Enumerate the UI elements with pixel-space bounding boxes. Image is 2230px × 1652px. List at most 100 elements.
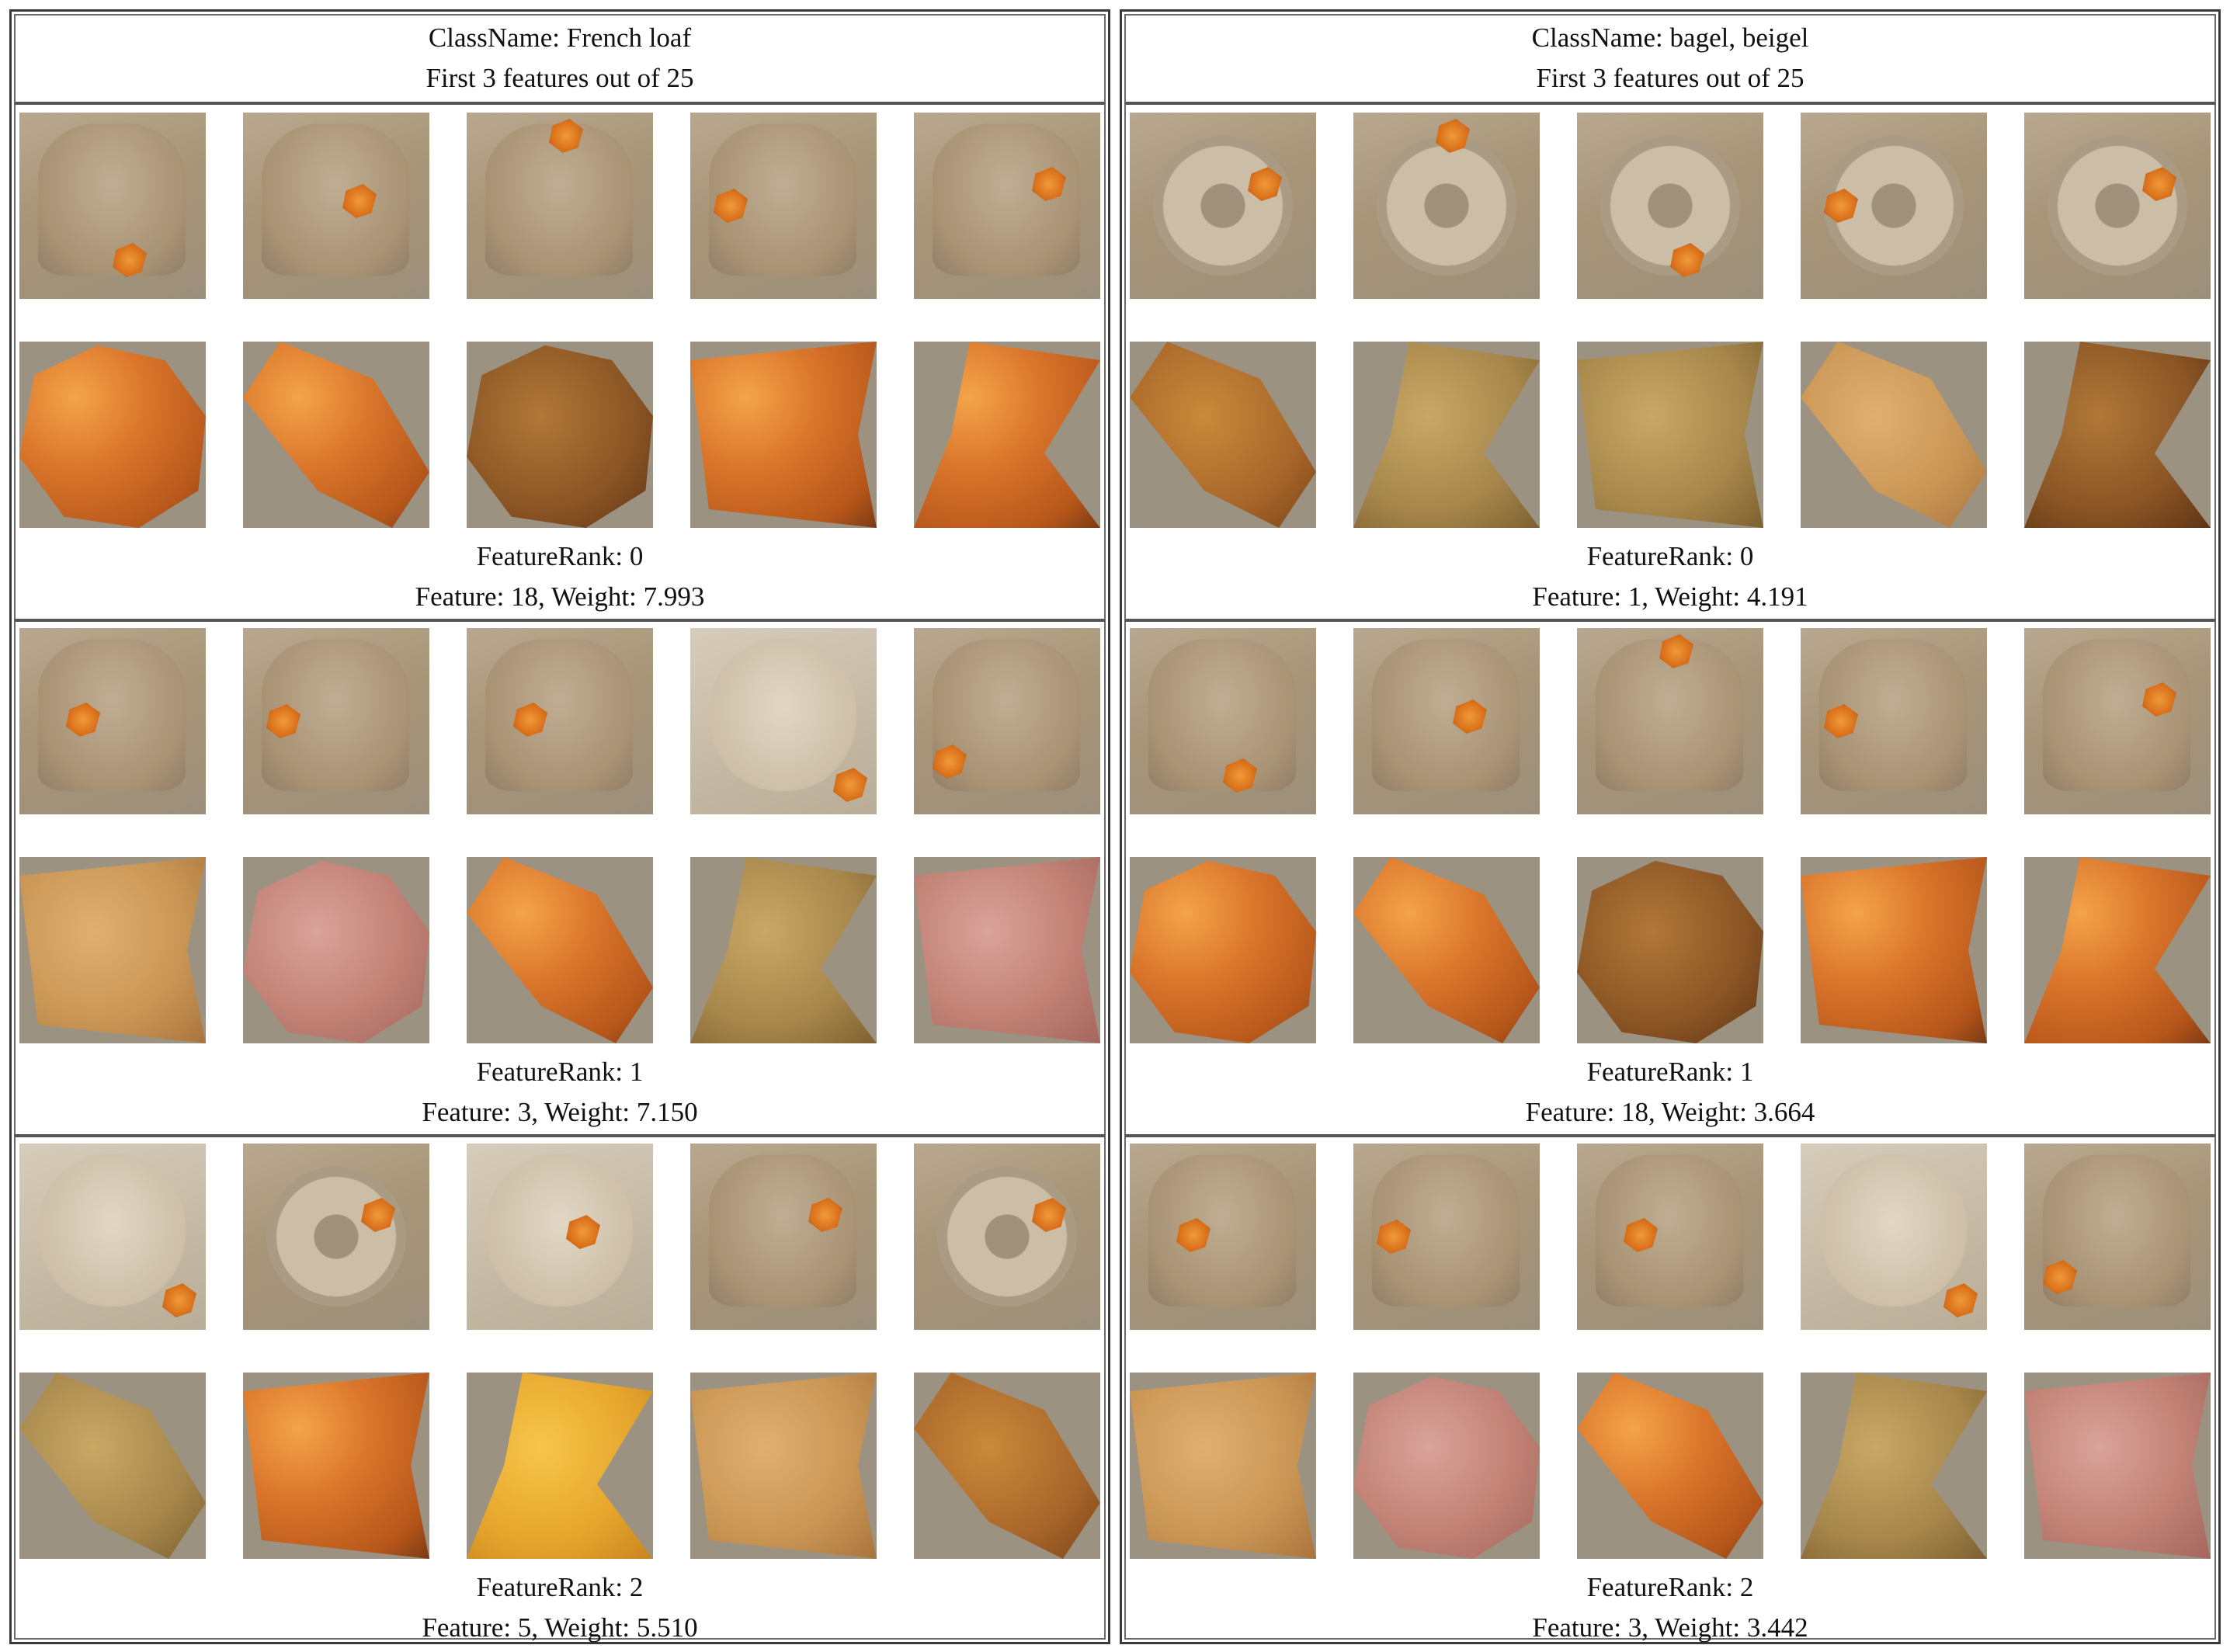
- context-image: [1801, 1144, 1987, 1330]
- context-image: [243, 113, 429, 299]
- panel-bagel: ClassName: bagel, beigel First 3 feature…: [1120, 9, 2221, 1644]
- crop-image: [467, 342, 653, 528]
- context-image: [243, 628, 429, 814]
- crop-image: [914, 1373, 1100, 1559]
- feature-weight-label: Feature: 5, Weight: 5.510: [422, 1612, 698, 1643]
- context-image: [1801, 113, 1987, 299]
- crop-image: [19, 857, 206, 1043]
- feature-weight-label: Feature: 18, Weight: 7.993: [415, 581, 705, 612]
- feature-block-rank-1: FeatureRank: 1 Feature: 3, Weight: 7.150: [15, 622, 1105, 1137]
- panel-french-loaf: ClassName: French loaf First 3 features …: [9, 9, 1110, 1644]
- context-image-row: [1125, 628, 2215, 814]
- feature-caption: FeatureRank: 0 Feature: 18, Weight: 7.99…: [15, 536, 1105, 617]
- feature-caption: FeatureRank: 1 Feature: 3, Weight: 7.150: [15, 1052, 1105, 1133]
- feature-weight-label: Feature: 18, Weight: 3.664: [1525, 1097, 1815, 1127]
- highlight-patch: [162, 1283, 196, 1317]
- feature-block-rank-2: FeatureRank: 2 Feature: 3, Weight: 3.442: [1125, 1137, 2215, 1650]
- context-image: [19, 1144, 206, 1330]
- context-image: [1801, 628, 1987, 814]
- crop-image: [1130, 857, 1316, 1043]
- context-image-row: [1125, 1144, 2215, 1330]
- context-image: [1130, 1144, 1316, 1330]
- crop-image: [1130, 342, 1316, 528]
- context-image-row: [1125, 113, 2215, 299]
- feature-weight-label: Feature: 1, Weight: 4.191: [1532, 581, 1808, 612]
- crop-image-row: [15, 342, 1105, 528]
- context-image: [1577, 113, 1763, 299]
- crop-image: [243, 342, 429, 528]
- crop-image: [690, 857, 877, 1043]
- feature-caption: FeatureRank: 2 Feature: 3, Weight: 3.442: [1125, 1567, 2215, 1648]
- crop-image: [1577, 342, 1763, 528]
- crop-image: [1130, 1373, 1316, 1559]
- crop-image: [467, 857, 653, 1043]
- context-image: [914, 628, 1100, 814]
- feature-weight-label: Feature: 3, Weight: 7.150: [422, 1097, 698, 1127]
- context-image: [467, 113, 653, 299]
- crop-image: [243, 857, 429, 1043]
- context-image: [1353, 628, 1540, 814]
- feature-caption: FeatureRank: 2 Feature: 5, Weight: 5.510: [15, 1567, 1105, 1648]
- context-image: [2024, 113, 2211, 299]
- feature-caption: FeatureRank: 0 Feature: 1, Weight: 4.191: [1125, 536, 2215, 617]
- crop-image: [19, 342, 206, 528]
- crop-image: [2024, 342, 2211, 528]
- highlight-patch: [833, 768, 867, 802]
- panel-header: ClassName: French loaf First 3 features …: [15, 15, 1105, 105]
- feature-block-rank-0: FeatureRank: 0 Feature: 1, Weight: 4.191: [1125, 106, 2215, 622]
- feature-weight-label: Feature: 3, Weight: 3.442: [1532, 1612, 1808, 1643]
- crop-image: [2024, 857, 2211, 1043]
- context-image: [1577, 1144, 1763, 1330]
- crop-image: [914, 857, 1100, 1043]
- feature-rank-label: FeatureRank: 1: [476, 1057, 644, 1087]
- context-image-row: [15, 628, 1105, 814]
- feature-rank-label: FeatureRank: 0: [476, 541, 644, 571]
- context-image: [1353, 1144, 1540, 1330]
- context-image-row: [15, 1144, 1105, 1330]
- context-image: [690, 628, 877, 814]
- feature-caption: FeatureRank: 1 Feature: 18, Weight: 3.66…: [1125, 1052, 2215, 1133]
- crop-image-row: [1125, 1373, 2215, 1559]
- feature-block-rank-0: FeatureRank: 0 Feature: 18, Weight: 7.99…: [15, 106, 1105, 622]
- crop-image: [1353, 1373, 1540, 1559]
- feature-block-rank-2: FeatureRank: 2 Feature: 5, Weight: 5.510: [15, 1137, 1105, 1650]
- crop-image: [690, 1373, 877, 1559]
- context-image: [243, 1144, 429, 1330]
- crop-image: [2024, 1373, 2211, 1559]
- crop-image: [1577, 857, 1763, 1043]
- context-image: [1577, 628, 1763, 814]
- context-image: [1353, 113, 1540, 299]
- context-image: [467, 1144, 653, 1330]
- crop-image: [1353, 342, 1540, 528]
- highlight-patch: [1943, 1283, 1978, 1317]
- crop-image: [1801, 857, 1987, 1043]
- feature-rank-label: FeatureRank: 2: [1586, 1572, 1754, 1602]
- context-image: [19, 113, 206, 299]
- context-image: [690, 113, 877, 299]
- context-image: [914, 113, 1100, 299]
- crop-image: [1801, 1373, 1987, 1559]
- features-subtitle: First 3 features out of 25: [1536, 63, 1804, 93]
- context-image: [467, 628, 653, 814]
- feature-rank-label: FeatureRank: 0: [1586, 541, 1754, 571]
- crop-image: [243, 1373, 429, 1559]
- context-image-row: [15, 113, 1105, 299]
- crop-image: [690, 342, 877, 528]
- features-subtitle: First 3 features out of 25: [426, 63, 694, 93]
- context-image: [1130, 628, 1316, 814]
- crop-image-row: [15, 857, 1105, 1043]
- context-image: [914, 1144, 1100, 1330]
- crop-image: [914, 342, 1100, 528]
- class-name-label: ClassName: bagel, beigel: [1531, 23, 1809, 53]
- feature-block-rank-1: FeatureRank: 1 Feature: 18, Weight: 3.66…: [1125, 622, 2215, 1137]
- context-image: [2024, 1144, 2211, 1330]
- crop-image-row: [1125, 342, 2215, 528]
- feature-rank-label: FeatureRank: 2: [476, 1572, 644, 1602]
- context-image: [2024, 628, 2211, 814]
- crop-image: [19, 1373, 206, 1559]
- crop-image: [1353, 857, 1540, 1043]
- feature-rank-label: FeatureRank: 1: [1586, 1057, 1754, 1087]
- crop-image: [1577, 1373, 1763, 1559]
- crop-image-row: [1125, 857, 2215, 1043]
- panel-header: ClassName: bagel, beigel First 3 feature…: [1125, 15, 2215, 105]
